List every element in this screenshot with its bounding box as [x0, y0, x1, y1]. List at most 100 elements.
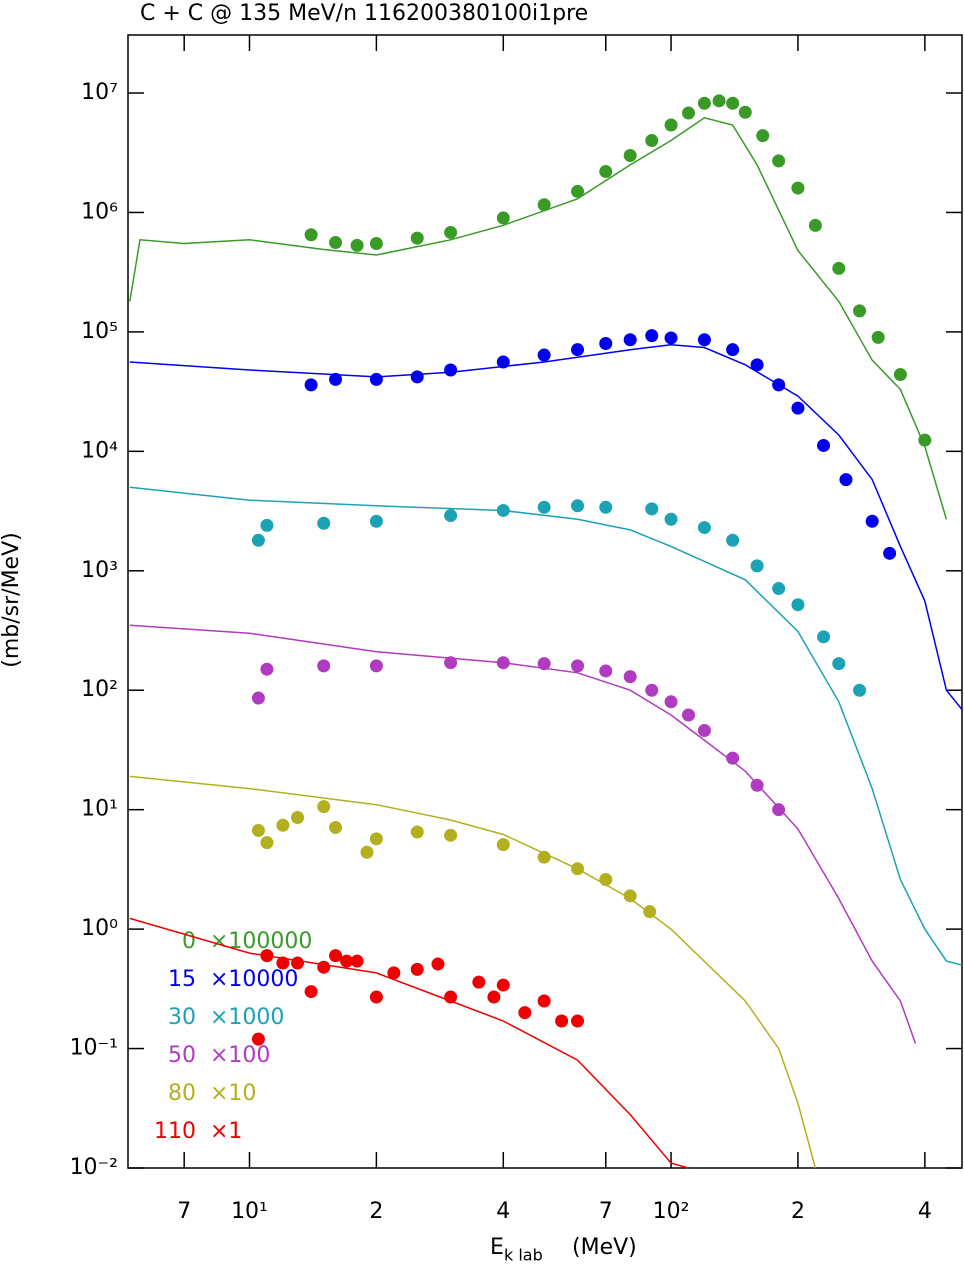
legend-scale: ×100	[210, 1043, 270, 1068]
data-point	[317, 800, 331, 814]
data-point	[369, 372, 383, 386]
data-point	[537, 994, 551, 1008]
data-point	[537, 657, 551, 671]
data-point	[444, 828, 458, 842]
data-point	[832, 657, 846, 671]
x-axis-label-sub: k lab	[504, 1246, 543, 1265]
data-point	[360, 845, 374, 859]
data-point	[410, 231, 424, 245]
data-point	[645, 502, 659, 516]
data-point	[329, 372, 343, 386]
data-point	[571, 184, 585, 198]
data-point	[444, 509, 458, 523]
data-point	[571, 343, 585, 357]
y-tick-label: 10⁴	[81, 438, 118, 463]
data-point	[496, 838, 510, 852]
data-point	[260, 836, 274, 850]
data-point	[291, 810, 305, 824]
y-tick-label: 10⁻¹	[70, 1036, 118, 1061]
data-point	[623, 148, 637, 162]
plot-frame	[127, 34, 963, 1169]
data-point	[291, 956, 305, 970]
data-point	[623, 333, 637, 347]
data-point	[643, 905, 657, 919]
y-tick-label: 10²	[81, 677, 118, 702]
data-point	[555, 1014, 569, 1028]
data-point	[772, 154, 786, 168]
data-point	[697, 521, 711, 535]
data-point	[712, 94, 726, 108]
data-point	[444, 990, 458, 1004]
data-point	[664, 695, 678, 709]
data-point	[431, 957, 445, 971]
data-point	[276, 818, 290, 832]
data-point	[410, 370, 424, 384]
legend-scale: ×10000	[210, 967, 298, 992]
data-point	[251, 1032, 265, 1046]
data-point	[369, 659, 383, 673]
y-tick-label: 10⁶	[81, 199, 118, 224]
data-point	[369, 236, 383, 250]
legend-name: 0	[182, 929, 196, 954]
data-point	[726, 751, 740, 765]
data-point	[410, 962, 424, 976]
data-point	[871, 330, 885, 344]
legend-name: 15	[168, 967, 196, 992]
x-tick-label: 10²	[653, 1199, 690, 1224]
data-point	[756, 129, 770, 143]
data-point	[518, 1006, 532, 1020]
data-point	[772, 582, 786, 596]
x-tick-label: 2	[791, 1199, 805, 1224]
data-point	[329, 820, 343, 834]
chart-title: C + C @ 135 MeV/n 116200380100i1pre	[140, 1, 588, 26]
data-point	[537, 500, 551, 514]
y-tick-label: 10³	[81, 558, 118, 583]
data-point	[893, 367, 907, 381]
data-point	[883, 546, 897, 560]
x-tick-label: 10¹	[231, 1199, 268, 1224]
data-point	[853, 683, 867, 697]
data-point	[808, 218, 822, 232]
data-point	[496, 503, 510, 517]
data-point	[496, 656, 510, 670]
data-point	[537, 198, 551, 212]
data-point	[317, 659, 331, 673]
data-point	[387, 966, 401, 980]
data-point	[817, 438, 831, 452]
legend-scale: ×100000	[210, 929, 312, 954]
data-point	[839, 473, 853, 487]
data-point	[623, 889, 637, 903]
data-point	[571, 499, 585, 513]
data-point	[738, 105, 752, 119]
legend-scale: ×10	[210, 1081, 256, 1106]
data-point	[681, 106, 695, 120]
data-point	[276, 956, 290, 970]
data-point	[599, 336, 613, 350]
data-point	[697, 96, 711, 110]
data-point	[496, 211, 510, 225]
data-point	[537, 348, 551, 362]
data-point	[340, 954, 354, 968]
data-point	[645, 134, 659, 148]
data-point	[251, 691, 265, 705]
data-point	[260, 662, 274, 676]
data-point	[369, 832, 383, 846]
model-line	[129, 486, 963, 966]
data-point	[817, 630, 831, 644]
data-point	[599, 500, 613, 514]
data-point	[317, 516, 331, 530]
data-point	[304, 378, 318, 392]
y-tick-label: 10⁵	[81, 319, 118, 344]
legend-scale: ×1000	[210, 1005, 284, 1030]
data-point	[444, 225, 458, 239]
x-tick-label: 2	[369, 1199, 383, 1224]
data-point	[329, 949, 343, 963]
data-point	[472, 975, 486, 989]
data-point	[571, 1014, 585, 1028]
data-point	[369, 990, 383, 1004]
data-point	[304, 985, 318, 999]
x-axis-label-unit: (MeV)	[572, 1235, 637, 1260]
legend-name: 80	[168, 1081, 196, 1106]
y-tick-label: 10¹	[81, 797, 118, 822]
data-point	[496, 355, 510, 369]
